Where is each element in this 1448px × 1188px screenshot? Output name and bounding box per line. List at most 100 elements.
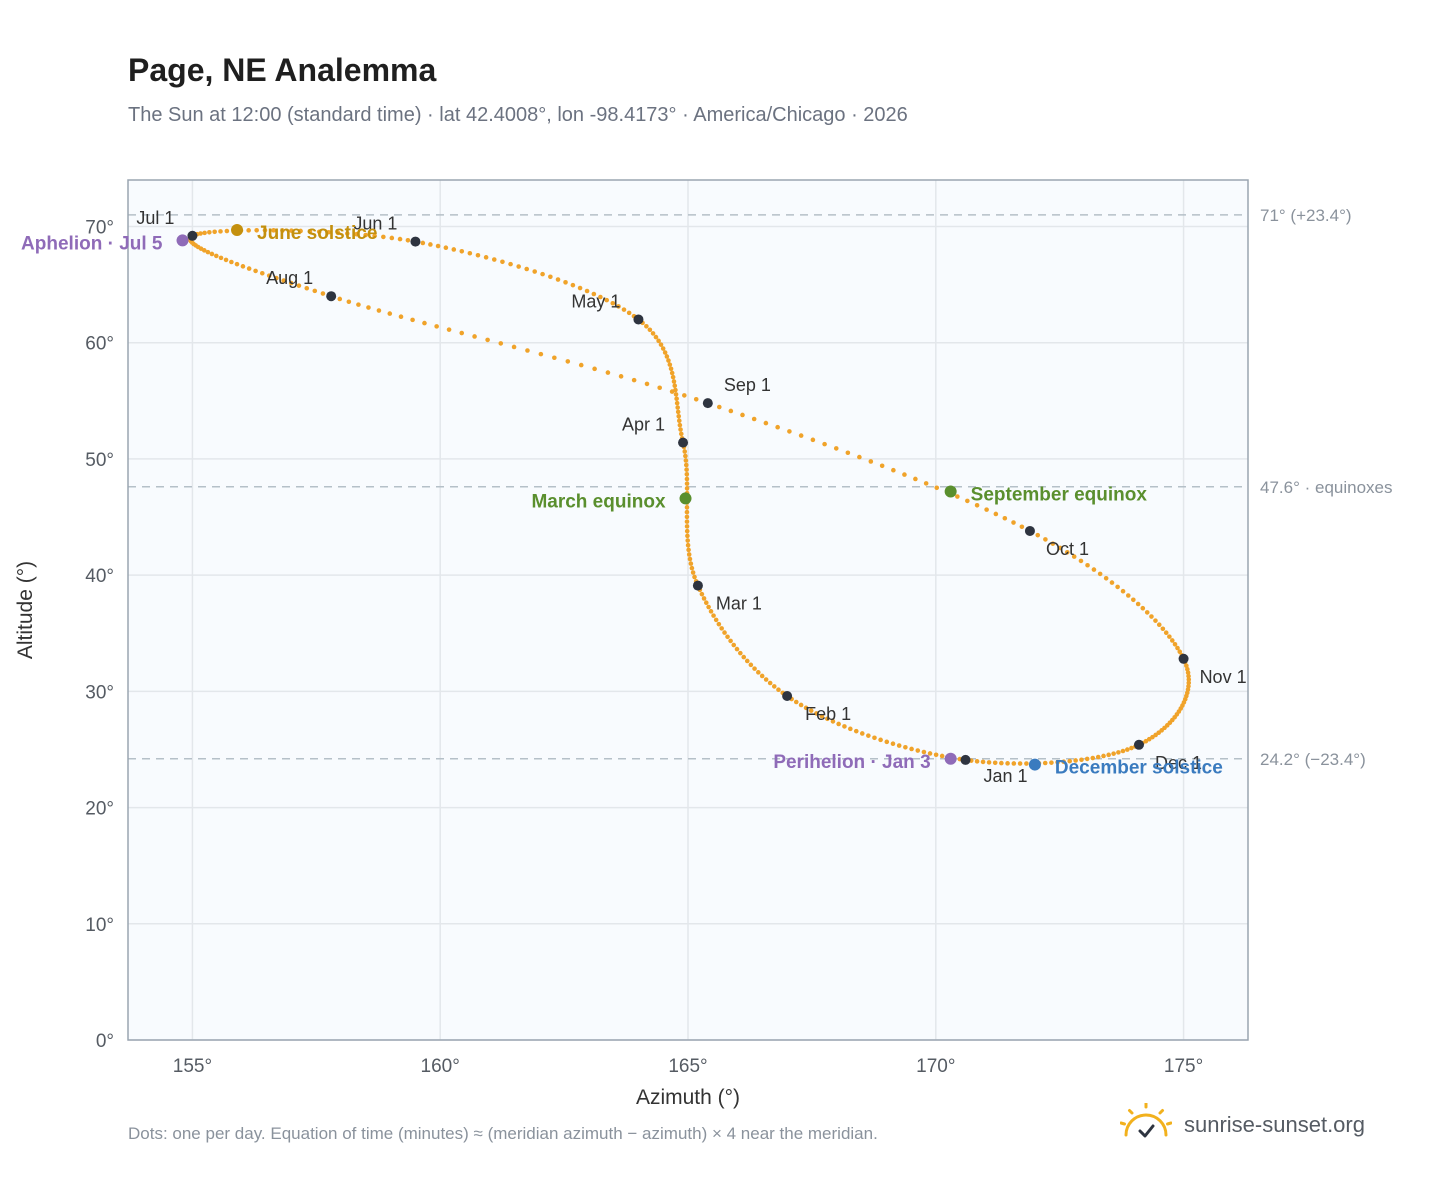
daily-sun-dot: [381, 234, 386, 240]
daily-sun-dot: [716, 621, 722, 627]
daily-sun-dot: [253, 268, 258, 274]
month-marker: [633, 314, 644, 325]
daily-sun-dot: [767, 680, 773, 686]
daily-sun-dot: [485, 337, 490, 343]
daily-sun-dot: [683, 453, 688, 459]
daily-sun-dot: [933, 752, 939, 758]
daily-sun-dot: [684, 505, 690, 510]
daily-sun-dot: [335, 230, 341, 236]
daily-sun-dot: [229, 259, 234, 265]
daily-sun-dot: [722, 630, 727, 635]
chart-subtitle: The Sun at 12:00 (standard time) · lat 4…: [128, 104, 908, 126]
event-label: Perihelion · Jan 3: [773, 752, 930, 773]
daily-sun-dot: [246, 266, 252, 271]
daily-sun-dot: [389, 235, 395, 241]
daily-sun-dot: [993, 511, 999, 517]
daily-sun-dot: [741, 654, 747, 660]
plot-frame: [127, 179, 1249, 1041]
daily-sun-dot: [604, 297, 610, 303]
daily-sun-dot: [475, 252, 481, 258]
daily-sun-dot: [686, 552, 692, 557]
daily-sun-dot: [1186, 680, 1192, 686]
daily-sun-dot: [281, 278, 286, 283]
daily-sun-dot: [915, 748, 921, 753]
brand-logo[interactable]: sunrise-sunset.org: [1119, 1100, 1365, 1150]
daily-sun-dot: [830, 719, 836, 724]
daily-sun-dot: [965, 498, 970, 504]
daily-sun-dot: [999, 760, 1004, 766]
daily-sun-dot: [647, 327, 653, 333]
daily-sun-dot: [676, 418, 682, 424]
daily-sun-dot: [565, 359, 571, 364]
event-label: December solstice: [1055, 758, 1223, 779]
x-tick-label: 170°: [916, 1056, 955, 1077]
daily-sun-dot: [467, 250, 473, 256]
daily-sun-dot: [1146, 736, 1152, 742]
month-label: Apr 1: [622, 415, 665, 435]
daily-sun-dot: [684, 476, 690, 482]
daily-sun-dot: [845, 450, 851, 456]
daily-sun-dot: [836, 721, 841, 727]
month-label: Aug 1: [266, 268, 313, 288]
daily-sun-dot: [605, 370, 611, 375]
daily-sun-dot: [731, 642, 737, 648]
daily-sun-dot: [713, 617, 719, 623]
daily-sun-dot: [376, 308, 382, 313]
daily-sun-dot: [1064, 549, 1070, 555]
daily-sun-dot: [674, 396, 679, 402]
daily-sun-dot: [363, 232, 368, 238]
daily-sun-dot: [974, 502, 980, 508]
daily-sun-dot: [678, 427, 683, 432]
daily-sun-dot: [909, 746, 914, 752]
daily-sun-dot: [1172, 641, 1178, 647]
daily-sun-dot: [1186, 673, 1191, 679]
daily-sun-dot: [434, 324, 439, 329]
daily-sun-dot: [903, 745, 908, 750]
event-markers: March equinox June solstice September equi…: [21, 223, 1223, 779]
daily-sun-dot: [621, 307, 627, 312]
daily-sun-dot: [798, 433, 804, 438]
daily-sun-dot: [687, 556, 693, 562]
daily-sun-dot: [525, 348, 530, 353]
daily-sun-dot: [1071, 554, 1077, 559]
daily-sun-dot: [451, 247, 457, 252]
daily-sun-dot: [240, 264, 246, 269]
daily-sun-dot: [1140, 605, 1146, 611]
daily-sun-dot: [986, 760, 992, 765]
daily-sun-dot: [459, 330, 465, 336]
daily-sun-dot: [266, 273, 272, 278]
daily-sun-dot: [684, 481, 690, 486]
month-label: Jun 1: [353, 214, 397, 234]
y-tick-label: 60°: [85, 334, 114, 355]
chart-title: Page, NE Analemma: [128, 52, 437, 88]
daily-sun-dot: [1017, 761, 1023, 766]
y-tick-label: 20°: [85, 799, 114, 820]
event-label: September equinox: [971, 484, 1148, 505]
daily-sun-dot: [1005, 761, 1010, 766]
daily-sun-dot: [1177, 649, 1183, 654]
daily-sun-dot: [405, 238, 411, 243]
daily-sun-dot: [202, 230, 207, 236]
daily-sun-dot: [446, 327, 452, 332]
daily-sun-dot: [660, 346, 666, 351]
daily-sun-dot: [326, 229, 331, 235]
month-marker: [187, 230, 198, 241]
daily-sun-dot: [719, 626, 724, 631]
daily-sun-dot: [775, 424, 780, 430]
daily-sun-dot: [891, 467, 896, 473]
daily-sun-dot: [298, 228, 303, 234]
daily-sun-dot: [1097, 571, 1103, 577]
month-marker: [702, 398, 713, 409]
event-marker: [944, 752, 957, 765]
daily-sun-dot: [209, 251, 215, 257]
daily-sun-dot: [685, 538, 691, 543]
daily-sun-dot: [706, 604, 711, 610]
daily-sun-dot: [224, 228, 230, 234]
daily-sun-dot: [1115, 584, 1120, 590]
daily-sun-dot: [500, 259, 505, 265]
daily-sun-dot: [759, 673, 765, 679]
daily-sun-dot: [616, 304, 621, 309]
daily-sun-dot: [756, 670, 761, 675]
daily-sun-dot: [738, 650, 743, 656]
daily-sun-dot: [205, 249, 211, 255]
